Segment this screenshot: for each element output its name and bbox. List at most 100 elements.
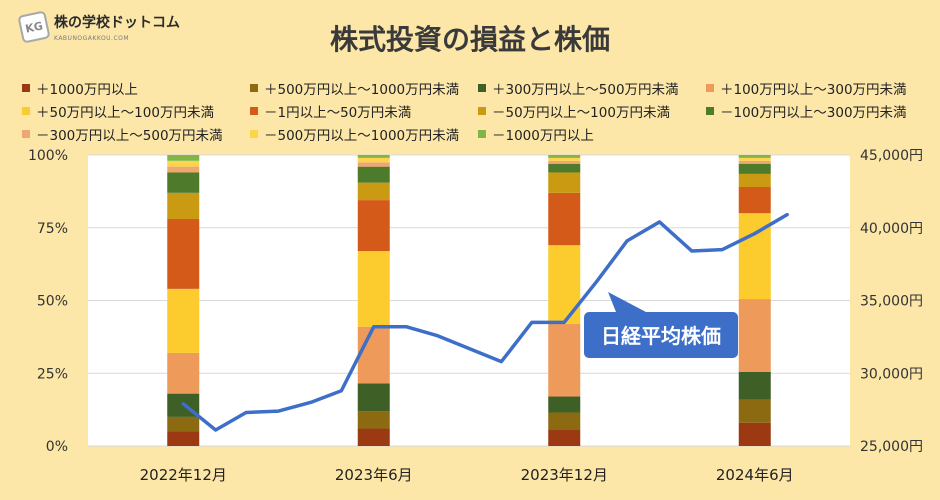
legend-label: ＋300万円以上～500万円未満: [492, 82, 679, 98]
legend-swatch: [478, 107, 486, 115]
y-left-tick-label: 50%: [37, 294, 68, 310]
legend-swatch: [22, 84, 30, 92]
x-tick-label: 2023年6月: [335, 466, 413, 484]
bar-segment: [167, 172, 200, 193]
bar-segment: [357, 200, 390, 252]
legend-item: －300万円以上～500万円未満: [22, 124, 250, 144]
bar-segment: [357, 155, 390, 158]
bar-segment: [548, 192, 581, 246]
chart-legend: ＋1000万円以上 ＋500万円以上～1000万円未満 ＋300万円以上～500万円…: [22, 78, 932, 144]
bar-segment: [738, 155, 771, 158]
x-tick-label: 2023年12月: [521, 466, 608, 484]
bar-segment: [738, 173, 771, 188]
bar-segment: [548, 429, 581, 446]
y-left-tick-label: 0%: [46, 439, 68, 455]
y-right-tick-label: 40,000円: [860, 221, 923, 237]
legend-item: ＋300万円以上～500万円未満: [478, 78, 706, 98]
bar-segment: [167, 192, 200, 220]
bar-segment: [357, 411, 390, 429]
bar-segment: [357, 162, 390, 167]
legend-label: －500万円以上～1000万円未満: [264, 128, 460, 144]
bar-segment: [738, 163, 771, 174]
bar-segment: [167, 160, 200, 167]
logo-name: 株の学校ドットコム: [54, 15, 180, 31]
y-left-tick-label: 100%: [28, 148, 68, 164]
bar-segment: [548, 172, 581, 193]
legend-label: －50万円以上～100万円未満: [492, 105, 670, 121]
legend-label: ＋1000万円以上: [36, 82, 138, 98]
bar-segment: [738, 371, 771, 400]
bar-segment: [548, 412, 581, 430]
legend-swatch: [250, 107, 258, 115]
logo-url: KABUNOGAKKOU.COM: [54, 35, 130, 42]
legend-swatch: [22, 130, 30, 138]
legend-item: ＋500万円以上～1000万円未満: [250, 78, 478, 98]
legend-label: －1円以上～50万円未満: [264, 105, 412, 121]
bar-segment: [167, 155, 200, 161]
bar-segment: [548, 396, 581, 413]
legend-item: ＋1000万円以上: [22, 78, 250, 98]
bar-segment: [357, 182, 390, 201]
callout-pointer: [608, 292, 646, 312]
bar-segment: [548, 245, 581, 324]
bar-segment: [548, 157, 581, 161]
legend-swatch: [22, 107, 30, 115]
y-left-tick-label: 75%: [37, 221, 68, 237]
legend-item: －1000万円以上: [478, 124, 706, 144]
bar-segment: [167, 166, 200, 173]
bar-segment: [548, 160, 581, 164]
bar-segment: [167, 431, 200, 446]
bar-segment: [167, 219, 200, 289]
legend-swatch: [250, 130, 258, 138]
bar-segment: [738, 187, 771, 214]
bar-segment: [738, 160, 771, 164]
y-right-tick-label: 30,000円: [860, 366, 923, 382]
legend-label: －1000万円以上: [492, 128, 594, 144]
legend-label: －300万円以上～500万円未満: [36, 128, 223, 144]
legend-swatch: [478, 130, 486, 138]
bar-segment: [738, 157, 771, 161]
bar-segment: [357, 383, 390, 412]
legend-item: ＋50万円以上～100万円未満: [22, 101, 250, 121]
site-logo: KG 株の学校ドットコム KABUNOGAKKOU.COM: [17, 10, 180, 44]
legend-item: －100万円以上～300万円未満: [706, 101, 932, 121]
bar-segment: [548, 323, 581, 397]
bar-segment: [738, 299, 771, 372]
bar-segment: [167, 416, 200, 432]
legend-label: ＋500万円以上～1000万円未満: [264, 82, 460, 98]
legend-item: －1円以上～50万円未満: [250, 101, 478, 121]
bar-segment: [167, 352, 200, 394]
nikkei-line: [181, 212, 789, 432]
chart-title: 株式投資の損益と株価: [329, 23, 610, 56]
bar-segment: [357, 157, 390, 163]
bar-segment: [357, 428, 390, 446]
legend-label: ＋100万円以上～300万円未満: [720, 82, 907, 98]
bar-segment: [738, 399, 771, 423]
y-right-tick-label: 45,000円: [860, 148, 923, 164]
legend-item: －500万円以上～1000万円未満: [250, 124, 478, 144]
bar-segment: [357, 166, 390, 183]
legend-swatch: [706, 107, 714, 115]
legend-item: －50万円以上～100万円未満: [478, 101, 706, 121]
legend-item: ＋100万円以上～300万円未満: [706, 78, 932, 98]
bar-segment: [357, 251, 390, 327]
bar-segment: [548, 155, 581, 158]
bar-segment: [548, 163, 581, 173]
legend-label: ＋50万円以上～100万円未満: [36, 105, 214, 121]
x-tick-label: 2022年12月: [140, 466, 227, 484]
x-tick-label: 2024年6月: [716, 466, 794, 484]
callout-box: [584, 312, 738, 358]
y-left-tick-label: 25%: [37, 366, 68, 382]
legend-label: －100万円以上～300万円未満: [720, 105, 907, 121]
bar-segment: [357, 326, 390, 384]
bar-segment: [738, 422, 771, 446]
callout-label: 日経平均株価: [601, 324, 721, 348]
y-right-tick-label: 35,000円: [860, 294, 923, 310]
legend-swatch: [706, 84, 714, 92]
legend-swatch: [478, 84, 486, 92]
legend-swatch: [250, 84, 258, 92]
y-right-tick-label: 25,000円: [860, 439, 923, 455]
bar-segment: [167, 288, 200, 353]
